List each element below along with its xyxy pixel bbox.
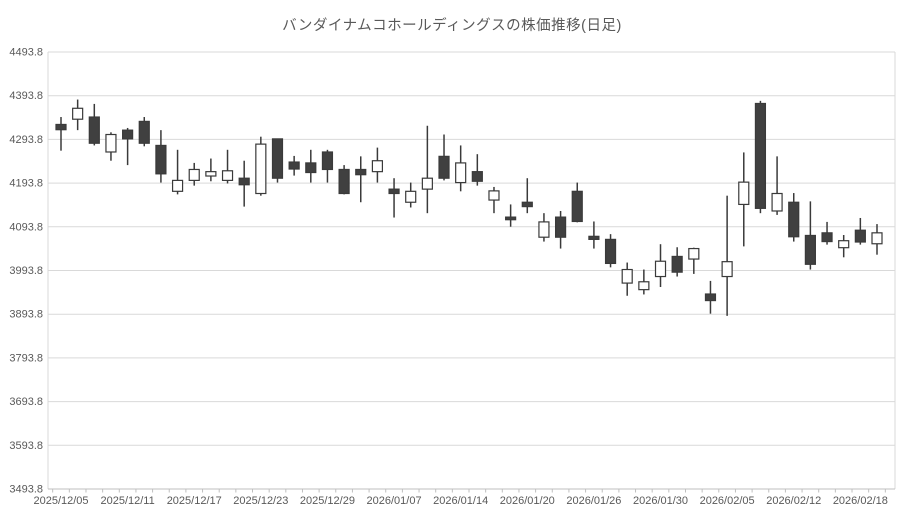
candle-down bbox=[138, 120, 150, 144]
candle-up bbox=[771, 192, 783, 212]
candle-down bbox=[321, 151, 334, 171]
candle-up bbox=[72, 107, 84, 120]
candle-down bbox=[588, 235, 600, 240]
candle-down bbox=[388, 188, 400, 195]
candle-up bbox=[371, 160, 384, 173]
candle-up bbox=[721, 261, 733, 278]
candle-down bbox=[754, 102, 767, 209]
y-axis-label: 4093.8 bbox=[9, 221, 43, 233]
candle-down bbox=[271, 138, 284, 179]
candle-up bbox=[838, 240, 850, 249]
candle-down bbox=[305, 162, 317, 174]
candle-down bbox=[338, 168, 350, 195]
candle-down bbox=[604, 238, 617, 265]
candle-down bbox=[854, 229, 866, 243]
candle-up bbox=[621, 268, 633, 284]
candle-up bbox=[105, 133, 117, 153]
candle-up bbox=[638, 281, 650, 291]
candle-down bbox=[704, 293, 717, 302]
chart-title: バンダイナムコホールディングスの株価推移(日足) bbox=[282, 18, 622, 34]
candle-down bbox=[554, 216, 567, 238]
x-axis-label: 2025/12/29 bbox=[300, 495, 355, 507]
x-axis-label: 2025/12/23 bbox=[233, 495, 288, 507]
candle-down bbox=[571, 190, 583, 223]
candle-down bbox=[238, 177, 250, 186]
x-axis-label: 2026/01/14 bbox=[433, 495, 488, 507]
x-axis-label: 2025/12/11 bbox=[100, 495, 154, 507]
candle-up bbox=[488, 190, 500, 201]
candle-up bbox=[188, 168, 200, 181]
candle-up bbox=[405, 190, 417, 203]
candle-down bbox=[288, 161, 300, 170]
x-axis-label: 2025/12/17 bbox=[167, 495, 222, 507]
candle-down bbox=[788, 201, 800, 238]
y-axis-label: 4293.8 bbox=[9, 134, 43, 146]
candle-down bbox=[122, 129, 134, 140]
candle-down bbox=[155, 144, 167, 175]
y-axis-label: 3493.8 bbox=[9, 484, 43, 496]
x-axis-label: 2026/01/26 bbox=[566, 495, 621, 507]
x-axis-label: 2026/01/20 bbox=[500, 495, 555, 507]
candle-up bbox=[688, 247, 700, 260]
x-axis-label: 2026/01/07 bbox=[367, 495, 422, 507]
candle-up bbox=[221, 170, 234, 181]
y-axis-label: 4193.8 bbox=[9, 178, 43, 190]
candle-down bbox=[471, 171, 483, 182]
candle-down bbox=[671, 255, 683, 273]
x-axis-label: 2026/02/05 bbox=[700, 495, 755, 507]
y-axis-label: 4493.8 bbox=[9, 47, 43, 59]
candle-down bbox=[438, 155, 450, 179]
x-axis-label: 2026/01/30 bbox=[633, 495, 688, 507]
candle-down bbox=[55, 123, 67, 131]
candle-up bbox=[421, 177, 433, 190]
y-axis-label: 3993.8 bbox=[9, 265, 43, 277]
candle-down bbox=[804, 234, 816, 265]
candle-down bbox=[821, 232, 833, 243]
y-axis-label: 4393.8 bbox=[9, 90, 43, 102]
candle-up bbox=[255, 143, 267, 195]
candle-up bbox=[871, 232, 883, 245]
candle-down bbox=[505, 216, 517, 221]
y-axis-label: 3893.8 bbox=[9, 309, 43, 321]
x-axis-label: 2025/12/05 bbox=[33, 495, 88, 507]
y-axis-label: 3693.8 bbox=[9, 396, 43, 408]
candle-down bbox=[88, 116, 100, 144]
candle-up bbox=[738, 181, 750, 206]
candle-up bbox=[538, 221, 550, 238]
x-axis-label: 2026/02/18 bbox=[833, 495, 888, 507]
candle-up bbox=[654, 260, 667, 278]
candle-down bbox=[521, 201, 533, 208]
candle-up bbox=[205, 171, 217, 177]
candle-up bbox=[171, 179, 184, 192]
y-axis-label: 3593.8 bbox=[9, 440, 43, 452]
x-axis-label: 2026/02/12 bbox=[766, 495, 821, 507]
y-axis-label: 3793.8 bbox=[9, 352, 43, 364]
candle-down bbox=[355, 168, 367, 176]
candle-up bbox=[455, 162, 467, 184]
